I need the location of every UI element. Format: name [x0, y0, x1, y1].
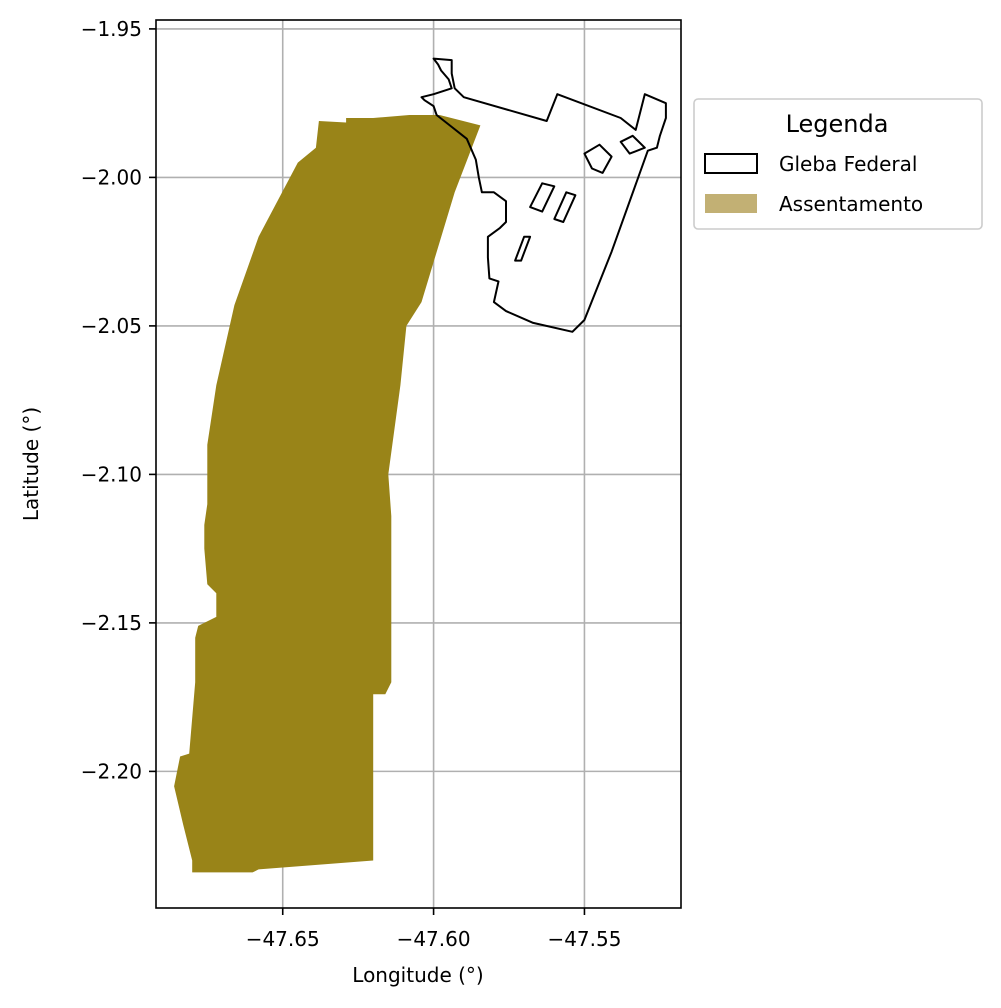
gleba-federal-polygon: [529, 182, 556, 213]
y-tick-label: −2.20: [81, 759, 142, 783]
gleba-federal-polygon: [514, 235, 532, 262]
y-tick-label: −2.10: [81, 462, 142, 486]
legend-label-gleba-federal: Gleba Federal: [779, 152, 917, 176]
y-tick-label: −1.95: [81, 17, 142, 41]
gleba-federal-polygon: [553, 191, 577, 223]
y-tick-label: −2.15: [81, 611, 142, 635]
gleba-federal-polygon: [583, 143, 613, 174]
assentamento-polygon: [174, 115, 481, 873]
assentamento-layer: [174, 115, 481, 873]
legend-swatch-assentamento: [705, 194, 757, 213]
y-axis: −1.95 −2.00 −2.05 −2.10 −2.15 −2.20: [81, 17, 156, 783]
plot-area: [155, 19, 682, 909]
x-axis-title: Longitude (°): [352, 963, 483, 987]
gleba-federal-polygon: [619, 134, 646, 155]
y-tick-label: −2.05: [81, 314, 142, 338]
y-axis-title: Latitude (°): [19, 407, 43, 521]
x-tick-label: −47.65: [246, 927, 320, 951]
x-axis: −47.65 −47.60 −47.55: [246, 908, 621, 951]
legend-swatch-gleba-federal: [704, 153, 758, 174]
legend: Legenda Gleba Federal Assentamento: [693, 98, 983, 230]
plot-frame: [155, 19, 682, 909]
x-tick-label: −47.55: [547, 927, 621, 951]
x-tick-label: −47.60: [397, 927, 471, 951]
legend-title: Legenda: [786, 110, 889, 138]
y-tick-label: −2.00: [81, 165, 142, 189]
gleba-federal-layer: [420, 57, 667, 333]
legend-label-assentamento: Assentamento: [779, 192, 923, 216]
legend-box: [693, 98, 983, 230]
polygons-layer: [174, 57, 667, 873]
gleba-federal-polygon: [420, 57, 667, 333]
